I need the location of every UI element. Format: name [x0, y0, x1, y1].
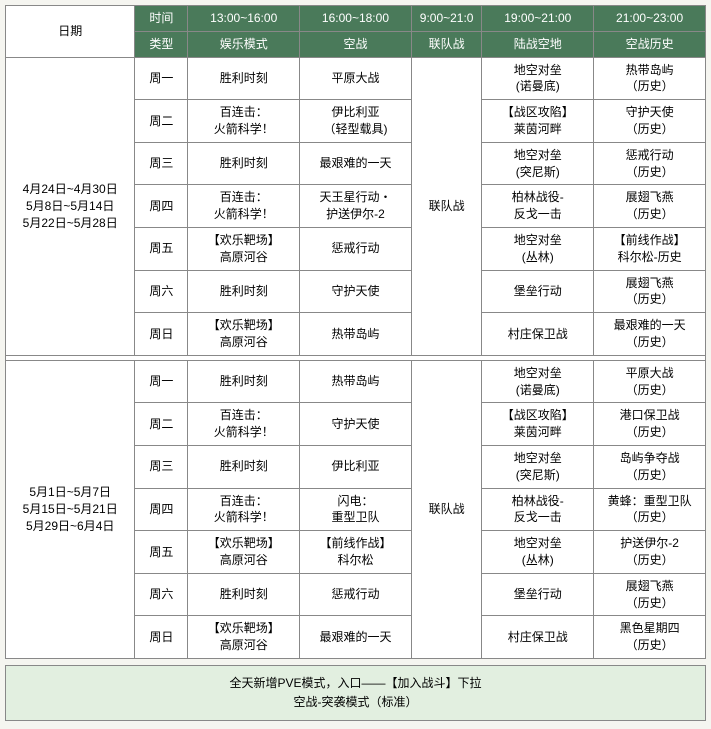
day-cell: 周二 [135, 403, 188, 446]
cell-history: 展翅飞燕（历史） [594, 185, 706, 228]
cell-entertainment: 胜利时刻 [188, 57, 300, 100]
type-header-label: 类型 [135, 31, 188, 57]
cell-air: 最艰难的一天 [300, 142, 412, 185]
cell-history: 惩戒行动（历史） [594, 142, 706, 185]
cell-air: 【前线作战】科尔松 [300, 531, 412, 574]
cell-ground: 堡垒行动 [482, 573, 594, 616]
footer-line-2: 空战-突袭模式（标准） [6, 693, 705, 712]
day-cell: 周六 [135, 270, 188, 313]
cell-ground: 堡垒行动 [482, 270, 594, 313]
day-cell: 周三 [135, 142, 188, 185]
type-3: 陆战空地 [482, 31, 594, 57]
cell-ground: 地空对垒(诺曼底) [482, 57, 594, 100]
cell-history: 岛屿争夺战（历史） [594, 445, 706, 488]
cell-history: 平原大战（历史） [594, 360, 706, 403]
cell-entertainment: 胜利时刻 [188, 142, 300, 185]
time-header-label: 时间 [135, 6, 188, 32]
cell-entertainment: 【欢乐靶场】高原河谷 [188, 313, 300, 356]
cell-ground: 柏林战役-反戈一击 [482, 488, 594, 531]
footer-line-1: 全天新增PVE模式，入口——【加入战斗】下拉 [6, 674, 705, 693]
cell-history: 黑色星期四（历史） [594, 616, 706, 659]
slot-3: 19:00~21:00 [482, 6, 594, 32]
cell-ground: 村庄保卫战 [482, 313, 594, 356]
cell-ground: 村庄保卫战 [482, 616, 594, 659]
cell-entertainment: 百连击：火箭科学！ [188, 185, 300, 228]
cell-entertainment: 【欢乐靶场】高原河谷 [188, 531, 300, 574]
cell-history: 展翅飞燕（历史） [594, 573, 706, 616]
cell-air: 热带岛屿 [300, 360, 412, 403]
day-cell: 周一 [135, 57, 188, 100]
cell-squadron: 联队战 [411, 57, 482, 355]
day-cell: 周五 [135, 531, 188, 574]
date-range-cell: 4月24日~4月30日5月8日~5月14日5月22日~5月28日 [6, 57, 135, 355]
day-cell: 周一 [135, 360, 188, 403]
cell-air: 守护天使 [300, 403, 412, 446]
cell-history: 黄蜂：重型卫队（历史） [594, 488, 706, 531]
date-header: 日期 [6, 6, 135, 58]
slot-0: 13:00~16:00 [188, 6, 300, 32]
cell-ground: 【战区攻陷】莱茵河畔 [482, 100, 594, 143]
footer-note: 全天新增PVE模式，入口——【加入战斗】下拉 空战-突袭模式（标准） [5, 665, 706, 721]
date-range-cell: 5月1日~5月7日5月15日~5月21日5月29日~6月4日 [6, 360, 135, 658]
cell-entertainment: 胜利时刻 [188, 573, 300, 616]
cell-air: 惩戒行动 [300, 227, 412, 270]
cell-air: 最艰难的一天 [300, 616, 412, 659]
slot-4: 21:00~23:00 [594, 6, 706, 32]
cell-history: 【前线作战】科尔松-历史 [594, 227, 706, 270]
cell-entertainment: 【欢乐靶场】高原河谷 [188, 616, 300, 659]
cell-squadron: 联队战 [411, 360, 482, 658]
cell-history: 守护天使（历史） [594, 100, 706, 143]
table-row: 5月1日~5月7日5月15日~5月21日5月29日~6月4日周一胜利时刻热带岛屿… [6, 360, 706, 403]
cell-history: 港口保卫战（历史） [594, 403, 706, 446]
day-cell: 周日 [135, 616, 188, 659]
type-0: 娱乐模式 [188, 31, 300, 57]
type-4: 空战历史 [594, 31, 706, 57]
cell-history: 展翅飞燕（历史） [594, 270, 706, 313]
cell-history: 护送伊尔-2（历史） [594, 531, 706, 574]
table-row: 4月24日~4月30日5月8日~5月14日5月22日~5月28日周一胜利时刻平原… [6, 57, 706, 100]
slot-2: 9:00~21:0 [411, 6, 482, 32]
cell-ground: 柏林战役-反戈一击 [482, 185, 594, 228]
cell-air: 天王星行动・护送伊尔-2 [300, 185, 412, 228]
cell-air: 伊比利亚（轻型载具) [300, 100, 412, 143]
type-1: 空战 [300, 31, 412, 57]
cell-entertainment: 百连击：火箭科学！ [188, 488, 300, 531]
day-cell: 周三 [135, 445, 188, 488]
cell-air: 平原大战 [300, 57, 412, 100]
cell-ground: 地空对垒(丛林) [482, 531, 594, 574]
cell-air: 热带岛屿 [300, 313, 412, 356]
cell-history: 热带岛屿（历史） [594, 57, 706, 100]
cell-ground: 地空对垒(丛林) [482, 227, 594, 270]
cell-ground: 地空对垒(突尼斯) [482, 445, 594, 488]
cell-entertainment: 胜利时刻 [188, 360, 300, 403]
day-cell: 周二 [135, 100, 188, 143]
cell-air: 伊比利亚 [300, 445, 412, 488]
cell-history: 最艰难的一天（历史） [594, 313, 706, 356]
day-cell: 周四 [135, 488, 188, 531]
cell-ground: 【战区攻陷】莱茵河畔 [482, 403, 594, 446]
cell-ground: 地空对垒(突尼斯) [482, 142, 594, 185]
day-cell: 周六 [135, 573, 188, 616]
cell-entertainment: 【欢乐靶场】高原河谷 [188, 227, 300, 270]
header-row-time: 日期 时间 13:00~16:00 16:00~18:00 9:00~21:0 … [6, 6, 706, 32]
type-2: 联队战 [411, 31, 482, 57]
cell-air: 守护天使 [300, 270, 412, 313]
day-cell: 周四 [135, 185, 188, 228]
day-cell: 周日 [135, 313, 188, 356]
cell-entertainment: 百连击：火箭科学！ [188, 100, 300, 143]
cell-entertainment: 胜利时刻 [188, 270, 300, 313]
cell-air: 惩戒行动 [300, 573, 412, 616]
cell-air: 闪电：重型卫队 [300, 488, 412, 531]
cell-entertainment: 胜利时刻 [188, 445, 300, 488]
day-cell: 周五 [135, 227, 188, 270]
schedule-table: 日期 时间 13:00~16:00 16:00~18:00 9:00~21:0 … [5, 5, 706, 659]
cell-ground: 地空对垒(诺曼底) [482, 360, 594, 403]
slot-1: 16:00~18:00 [300, 6, 412, 32]
cell-entertainment: 百连击：火箭科学！ [188, 403, 300, 446]
